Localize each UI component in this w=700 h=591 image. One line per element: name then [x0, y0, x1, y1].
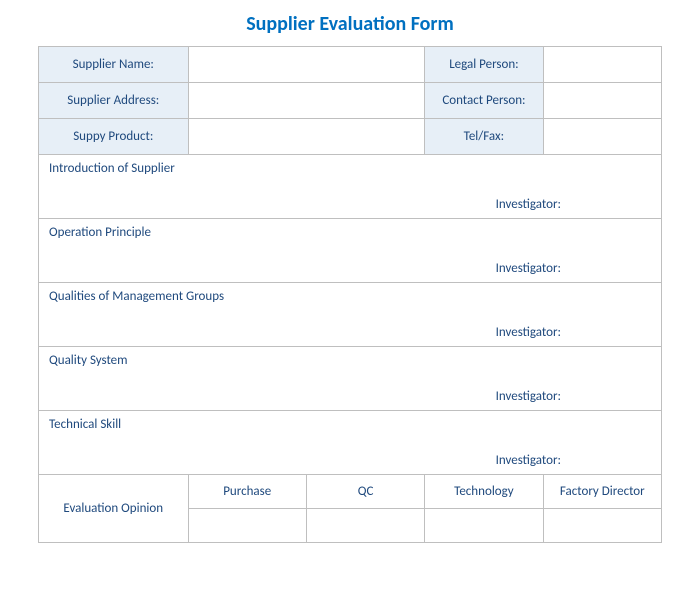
- evaluation-header-row: Evaluation Opinion Purchase QC Technolog…: [39, 475, 662, 509]
- section-row: Technical Skill Investigator:: [39, 411, 662, 475]
- supplier-name-value: [188, 47, 425, 83]
- investigator-label: Investigator:: [496, 389, 561, 404]
- supplier-address-label: Supplier Address:: [39, 83, 189, 119]
- telfax-value: [543, 119, 661, 155]
- section-label: Introduction of Supplier: [49, 161, 175, 176]
- section-row: Introduction of Supplier Investigator:: [39, 155, 662, 219]
- eval-value-qc: [306, 509, 424, 543]
- section-row: Operation Principle Investigator:: [39, 219, 662, 283]
- legal-person-label: Legal Person:: [425, 47, 543, 83]
- form-title: Supplier Evaluation Form: [38, 12, 662, 36]
- eval-value-factory-director: [543, 509, 661, 543]
- contact-person-label: Contact Person:: [425, 83, 543, 119]
- section-row: Quality System Investigator:: [39, 347, 662, 411]
- section-technical-skill: Technical Skill Investigator:: [39, 411, 662, 475]
- investigator-label: Investigator:: [496, 325, 561, 340]
- investigator-label: Investigator:: [496, 453, 561, 468]
- section-operation-principle: Operation Principle Investigator:: [39, 219, 662, 283]
- section-label: Operation Principle: [49, 225, 151, 240]
- eval-value-technology: [425, 509, 543, 543]
- investigator-label: Investigator:: [496, 261, 561, 276]
- supply-product-value: [188, 119, 425, 155]
- eval-col-factory-director: Factory Director: [543, 475, 661, 509]
- section-management-groups: Qualities of Management Groups Investiga…: [39, 283, 662, 347]
- evaluation-opinion-label: Evaluation Opinion: [39, 475, 189, 543]
- header-row: Supplier Name: Legal Person:: [39, 47, 662, 83]
- eval-value-purchase: [188, 509, 306, 543]
- section-label: Quality System: [49, 353, 128, 368]
- telfax-label: Tel/Fax:: [425, 119, 543, 155]
- section-row: Qualities of Management Groups Investiga…: [39, 283, 662, 347]
- eval-col-purchase: Purchase: [188, 475, 306, 509]
- eval-col-qc: QC: [306, 475, 424, 509]
- section-introduction: Introduction of Supplier Investigator:: [39, 155, 662, 219]
- header-row: Supplier Address: Contact Person:: [39, 83, 662, 119]
- supplier-name-label: Supplier Name:: [39, 47, 189, 83]
- section-label: Qualities of Management Groups: [49, 289, 224, 304]
- legal-person-value: [543, 47, 661, 83]
- section-label: Technical Skill: [49, 417, 121, 432]
- section-quality-system: Quality System Investigator:: [39, 347, 662, 411]
- investigator-label: Investigator:: [496, 197, 561, 212]
- contact-person-value: [543, 83, 661, 119]
- header-row: Suppy Product: Tel/Fax:: [39, 119, 662, 155]
- evaluation-form-table: Supplier Name: Legal Person: Supplier Ad…: [38, 46, 662, 543]
- supplier-address-value: [188, 83, 425, 119]
- supply-product-label: Suppy Product:: [39, 119, 189, 155]
- eval-col-technology: Technology: [425, 475, 543, 509]
